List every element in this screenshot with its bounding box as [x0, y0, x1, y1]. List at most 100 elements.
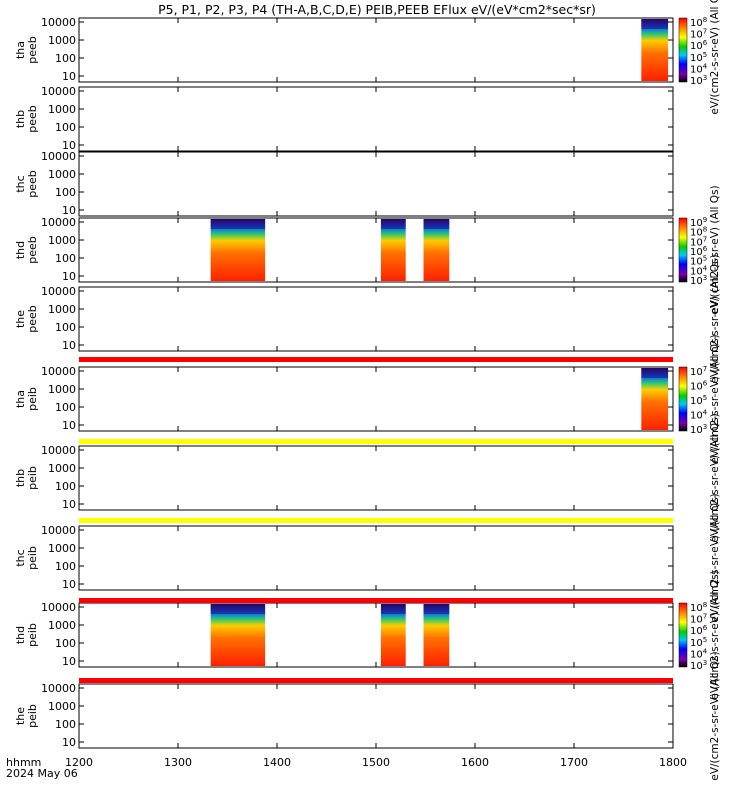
y-tick-label: 10 [62, 270, 76, 283]
y-tick-label: 10000 [41, 150, 76, 163]
spectrogram-segment [641, 368, 669, 430]
colorbar-label: eV/(cm2-s-sr-eV) (All Qs) [709, 570, 721, 699]
y-tick-label: 100 [55, 637, 76, 650]
panel-thc-peeb: 10 100 1000 10000 thc peeb [14, 150, 674, 217]
colorbar-tick-label: 103 [690, 74, 707, 87]
panel-sublabel: peib [26, 704, 39, 728]
mode-bar [79, 518, 673, 523]
y-tick-label: 10 [62, 655, 76, 668]
time-axis-label: hhmm [6, 756, 41, 769]
y-tick-label: 10000 [41, 444, 76, 457]
panel-the-peeb: 10 100 1000 10000 the peeb eV/(cm2-s-sr-eV) (A… [14, 254, 721, 383]
y-tick-label: 100 [55, 52, 76, 65]
y-tick-label: 1000 [48, 700, 76, 713]
panel-label: the [14, 707, 27, 725]
colorbar-label: eV/(cm2-s-sr-eV) (All Qs) [709, 0, 721, 115]
y-tick-label: 10 [62, 139, 76, 152]
colorbar-tick-label: 106 [690, 380, 708, 393]
panel-label: the [14, 310, 27, 328]
colorbar-tick-label: 103 [690, 659, 707, 672]
panel-frame [78, 366, 674, 432]
panel-sublabel: peib [26, 387, 39, 411]
panel-label: thc [14, 175, 27, 192]
panel-label: thc [14, 549, 27, 566]
date-label: 2024 May 06 [6, 767, 78, 780]
panel-the-peib: 10 100 1000 10000 the peib eV/(cm2-s-sr-eV) (A… [14, 651, 721, 780]
mode-bar [79, 598, 673, 603]
x-tick-label: 1800 [659, 756, 687, 769]
y-tick-label: 100 [55, 321, 76, 334]
spectrogram-segment [380, 604, 406, 666]
spectrogram-segment-top [210, 604, 266, 614]
colorbar-label: eV/(cm2-s-sr-eV) (All Qs) [709, 493, 721, 622]
spectrogram-segment-top [380, 604, 406, 614]
x-tick-label: 1400 [263, 756, 291, 769]
colorbar [678, 217, 688, 283]
y-tick-label: 1000 [48, 34, 76, 47]
colorbar-tick-label: 104 [690, 409, 708, 422]
y-tick-label: 10 [62, 736, 76, 749]
y-tick-label: 10 [62, 204, 76, 217]
panel-sublabel: peib [26, 623, 39, 647]
panel-sublabel: peeb [26, 170, 39, 198]
mode-bar [79, 439, 673, 444]
panel-frame [78, 525, 674, 591]
panel-frame [78, 602, 674, 668]
y-tick-label: 100 [55, 480, 76, 493]
y-tick-label: 10 [62, 498, 76, 511]
spectrogram-segment-top [641, 19, 669, 29]
spectrogram-segment [641, 19, 669, 81]
panel-frame [78, 17, 674, 83]
x-tick-labels: 1200 1300 1400 1500 1600 1700 1800 [65, 756, 687, 769]
panel-label: thb [14, 110, 27, 128]
y-tick-label: 1000 [48, 103, 76, 116]
y-tick-label: 1000 [48, 168, 76, 181]
spectrogram-segment [380, 219, 406, 281]
y-tick-label: 100 [55, 121, 76, 134]
panel-sublabel: peeb [26, 236, 39, 264]
y-tick-label: 100 [55, 560, 76, 573]
y-tick-label: 10000 [41, 216, 76, 229]
panel-frame [78, 683, 674, 749]
y-tick-label: 10 [62, 419, 76, 432]
colorbar [678, 602, 688, 668]
panel-sublabel: peib [26, 466, 39, 490]
y-tick-label: 10000 [41, 285, 76, 298]
y-tick-label: 10 [62, 70, 76, 83]
panel-label: thd [14, 241, 27, 259]
x-tick-label: 1600 [461, 756, 489, 769]
y-tick-label: 10 [62, 339, 76, 352]
spectrogram-segment-top [423, 219, 450, 229]
colorbar-label: eV/(cm2-s-sr-eV) (All Qs) [709, 334, 721, 463]
spectrogram-segment-top [210, 219, 266, 229]
colorbar-label: eV/(cm2-s-sr-eV) (All Qs) [709, 413, 721, 542]
y-tick-label: 100 [55, 401, 76, 414]
y-tick-label: 10000 [41, 682, 76, 695]
x-tick-label: 1300 [164, 756, 192, 769]
panel-label: tha [14, 390, 27, 408]
panel-frame [78, 86, 674, 152]
y-tick-label: 100 [55, 252, 76, 265]
colorbar-label: eV/(cm2-s-sr-eV) (All Qs) [709, 254, 721, 383]
spectrogram-segment-top [380, 219, 406, 229]
y-tick-label: 1000 [48, 542, 76, 555]
colorbar-tick-label: 103 [690, 423, 707, 436]
colorbar [678, 17, 688, 83]
y-tick-label: 100 [55, 718, 76, 731]
y-tick-label: 1000 [48, 462, 76, 475]
panel-label: thd [14, 626, 27, 644]
panel-thc-peib: 10 100 1000 10000 thc peib eV/(cm2-s-sr-eV) (A… [14, 493, 721, 622]
colorbar-label: eV/(cm2-s-sr-eV) (All Qs) [709, 651, 721, 780]
panel-sublabel: peib [26, 546, 39, 570]
x-tick-label: 1500 [362, 756, 390, 769]
y-tick-label: 10000 [41, 601, 76, 614]
panel-thb-peib: 10 100 1000 10000 thb peib eV/(cm2-s-sr-eV) (A… [14, 413, 721, 542]
y-tick-label: 10000 [41, 16, 76, 29]
y-tick-label: 1000 [48, 234, 76, 247]
y-tick-label: 1000 [48, 303, 76, 316]
